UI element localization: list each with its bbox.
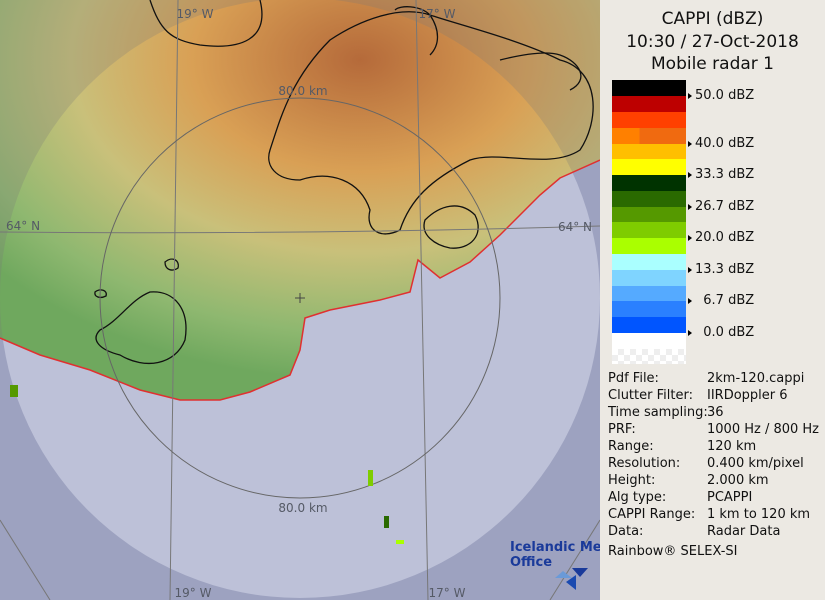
imo-logo: Icelandic Met Office (510, 540, 600, 590)
tick-marker-icon (688, 234, 692, 241)
color-bin (612, 238, 686, 254)
grid-label-17w-bottom: 17° W (429, 586, 466, 600)
info-key: Height: (608, 473, 656, 488)
info-key: Resolution: (608, 456, 681, 471)
tick-label: 33.3 dBZ (695, 167, 755, 182)
grid-label-17w-top: 17° W (419, 7, 456, 21)
color-bin (612, 222, 686, 238)
tick-label: 6.7 dBZ (695, 293, 755, 308)
tick-marker-icon (688, 266, 692, 273)
tick-label: 0.0 dBZ (695, 325, 755, 340)
scale-tick: 6.7 dBZ (688, 293, 754, 308)
color-bin (612, 349, 686, 364)
info-row: Resolution: 0.400 km/pixel (608, 455, 819, 472)
info-row: Clutter Filter: IIRDoppler 6 (608, 387, 819, 404)
scale-tick: 40.0 dBZ (688, 136, 754, 151)
info-row: Height: 2.000 km (608, 472, 819, 489)
color-bin (612, 286, 686, 301)
color-bin (612, 80, 686, 96)
tick-label: 40.0 dBZ (695, 136, 755, 151)
tick-marker-icon (688, 92, 692, 99)
info-key: Data: (608, 524, 644, 539)
info-row: Alg type: PCAPPI (608, 489, 819, 506)
info-row: CAPPI Range: 1 km to 120 km (608, 506, 819, 523)
info-value: 2km-120.cappi (707, 371, 805, 386)
color-bin (612, 317, 686, 333)
product-title: CAPPI (dBZ) (661, 9, 764, 29)
range-label-top: 80.0 km (278, 84, 327, 98)
info-row: Data: Radar Data (608, 523, 819, 540)
info-value: 36 (707, 405, 724, 420)
info-row: PRF: 1000 Hz / 800 Hz (608, 421, 819, 438)
echo-cells (10, 385, 404, 544)
info-value: Radar Data (707, 524, 781, 539)
tick-marker-icon (688, 203, 692, 210)
info-key: Pdf File: (608, 371, 659, 386)
color-bin (612, 191, 686, 207)
color-bin (612, 128, 686, 144)
info-value: 1 km to 120 km (707, 507, 811, 522)
radar-map[interactable]: 19° W 17° W 19° W 17° W 64° N 64° N 80.0… (0, 0, 600, 600)
grid-label-19w-top: 19° W (177, 7, 214, 21)
color-bin (612, 270, 686, 286)
tick-label: 20.0 dBZ (695, 230, 755, 245)
info-table: Pdf File: 2km-120.cappi Clutter Filter: IIR… (608, 370, 819, 560)
grid-label-64n-right: 64° N (558, 220, 592, 234)
legend-panel: CAPPI (dBZ) 10:30 / 27-Oct-2018 Mobile r… (600, 0, 825, 600)
glacier-outlines (94, 0, 594, 365)
range-label-bottom: 80.0 km (278, 501, 327, 515)
info-row: Time sampling: 36 (608, 404, 819, 421)
info-value: 0.400 km/pixel (707, 456, 804, 471)
color-bin (612, 112, 686, 128)
scale-tick: 13.3 dBZ (688, 262, 754, 277)
radar-center-marker (295, 293, 305, 303)
color-bin (612, 159, 686, 175)
grid-label-19w-bottom: 19° W (175, 586, 212, 600)
info-key: Time sampling: (608, 405, 708, 420)
scale-tick: 33.3 dBZ (688, 167, 754, 182)
color-bin (612, 96, 686, 112)
scale-tick: 20.0 dBZ (688, 230, 754, 245)
scale-tick: 26.7 dBZ (688, 199, 754, 214)
color-bin (612, 333, 686, 349)
timestamp: 10:30 / 27-Oct-2018 (626, 32, 799, 52)
info-value: 2.000 km (707, 473, 769, 488)
info-row: Range: 120 km (608, 438, 819, 455)
info-value: 120 km (707, 439, 757, 454)
info-value: IIRDoppler 6 (707, 388, 788, 403)
svg-text:Office: Office (510, 555, 552, 570)
grid-label-64n-left: 64° N (6, 219, 40, 233)
info-key: CAPPI Range: (608, 507, 696, 522)
info-key: Clutter Filter: (608, 388, 693, 403)
color-bin (612, 144, 686, 159)
color-bin (612, 301, 686, 317)
graticule (0, 0, 600, 600)
tick-label: 13.3 dBZ (695, 262, 755, 277)
tick-marker-icon (688, 140, 692, 147)
coastline-echo (0, 159, 600, 401)
land-in-range (0, 0, 600, 400)
info-key: PRF: (608, 422, 636, 437)
info-key: Range: (608, 439, 654, 454)
svg-text:Icelandic Met: Icelandic Met (510, 540, 600, 555)
info-value: 1000 Hz / 800 Hz (707, 422, 820, 437)
info-value: PCAPPI (707, 490, 753, 505)
color-bin (612, 254, 686, 270)
radar-name: Mobile radar 1 (651, 54, 774, 74)
color-bin (612, 207, 686, 222)
color-bin (612, 175, 686, 191)
tick-marker-icon (688, 329, 692, 336)
info-key: Alg type: (608, 490, 667, 505)
range-ring-80km (99, 97, 501, 499)
scale-tick: 0.0 dBZ (688, 325, 754, 340)
tick-marker-icon (688, 297, 692, 304)
tick-label: 26.7 dBZ (695, 199, 755, 214)
scale-tick: 50.0 dBZ (688, 88, 754, 103)
software-credit: Rainbow® SELEX-SI (608, 544, 738, 559)
info-row: Pdf File: 2km-120.cappi (608, 370, 819, 387)
tick-label: 50.0 dBZ (695, 88, 755, 103)
tick-marker-icon (688, 171, 692, 178)
